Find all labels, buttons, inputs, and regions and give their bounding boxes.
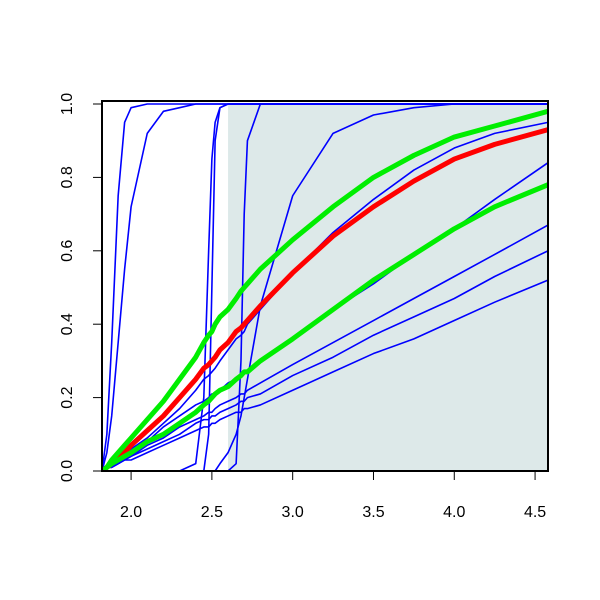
y-tick-label: 0.4 [59, 313, 76, 335]
plot-frame [101, 100, 549, 472]
y-tick-label: 0.2 [59, 386, 76, 408]
x-tick-label: 4.0 [443, 504, 465, 521]
series-line [102, 108, 548, 471]
series-line [102, 250, 548, 471]
x-tick-label: 3.0 [282, 504, 304, 521]
series-line [102, 103, 548, 471]
y-tick-label: 0.6 [59, 240, 76, 262]
series-line [102, 279, 548, 471]
series-line [102, 103, 548, 471]
x-tick-label: 4.5 [524, 504, 546, 521]
y-tick-label: 0.8 [59, 166, 76, 188]
y-tick-label: 0.0 [59, 460, 76, 482]
x-tick-label: 2.0 [120, 504, 142, 521]
lines [102, 103, 548, 471]
x-tick-label: 3.5 [362, 504, 384, 521]
y-tick-label: 1.0 [59, 93, 76, 115]
series-line [102, 182, 548, 471]
series-line [102, 127, 548, 471]
x-tick-label: 2.5 [201, 504, 223, 521]
